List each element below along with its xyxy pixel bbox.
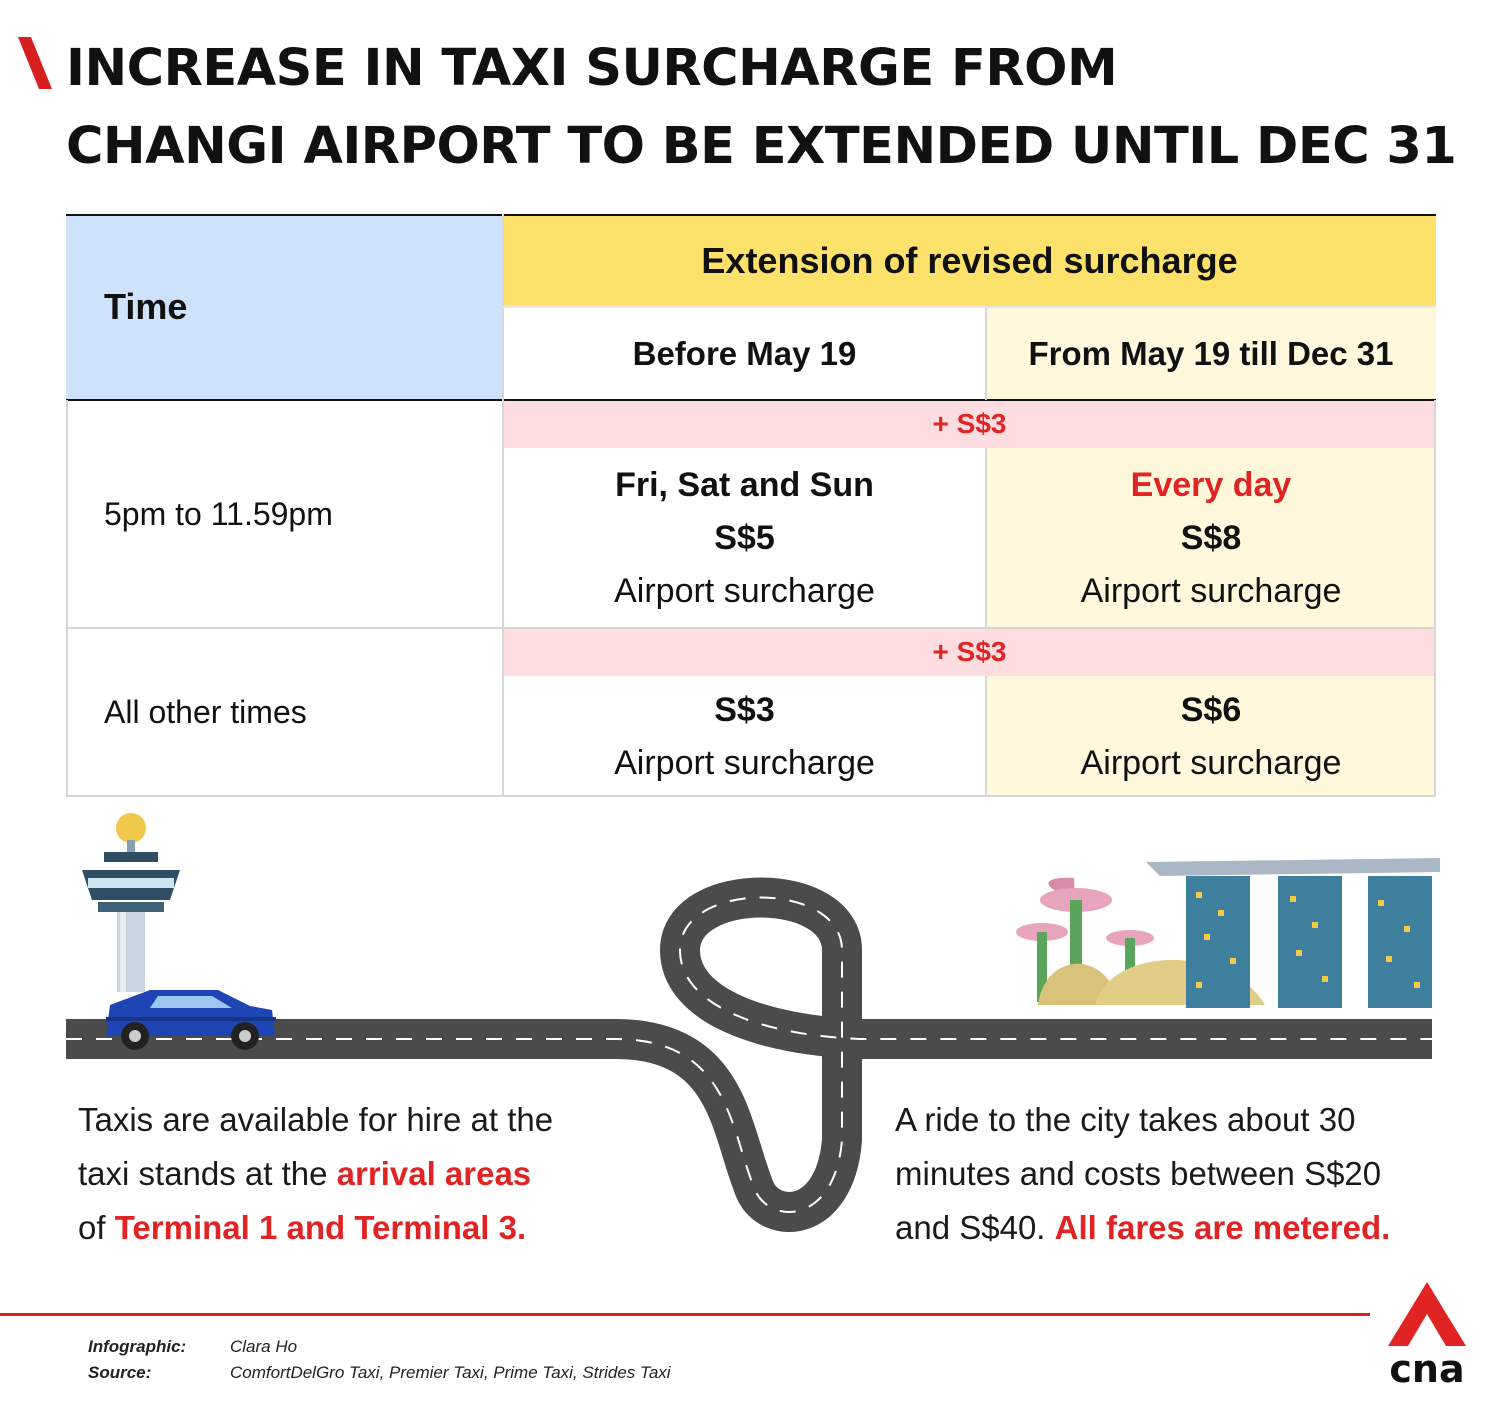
- page-title: INCREASE IN TAXI SURCHARGE FROM CHANGI A…: [66, 30, 1486, 186]
- right-line-2: minutes and costs between S$20: [895, 1155, 1382, 1192]
- right-line-3b: All fares are metered.: [1054, 1209, 1391, 1246]
- footer-rule: [0, 1313, 1370, 1316]
- group-header-underline: [503, 306, 1436, 308]
- row-2-time: All other times: [104, 694, 307, 730]
- left-line-2a: taxi stands at the: [78, 1155, 337, 1192]
- left-line-3b: Terminal 1 and Terminal 3.: [114, 1209, 527, 1246]
- source-value: ComfortDelGro Taxi, Premier Taxi, Prime …: [230, 1363, 671, 1382]
- right-line-3a: and S$40.: [895, 1209, 1055, 1246]
- before-after-divider-row-1: [985, 448, 987, 628]
- row-2-after-label: Airport surcharge: [1080, 743, 1342, 782]
- road-illustration: [66, 813, 1440, 1232]
- row-1-time-cell: 5pm to 11.59pm: [66, 400, 503, 628]
- row-divider: [66, 627, 1436, 629]
- row-2-before-amount: S$3: [714, 690, 775, 729]
- row-2-increase: + S$3: [932, 636, 1007, 667]
- row-1-increase-cell: + S$3: [503, 400, 1436, 448]
- row-2-after-cell: S$6 Airport surcharge: [986, 676, 1436, 797]
- row-1-time: 5pm to 11.59pm: [104, 495, 333, 532]
- source-label: Source:: [88, 1363, 152, 1382]
- row-1-before-label: Airport surcharge: [614, 571, 875, 610]
- marina-bay-sands-icon: [1146, 858, 1440, 1008]
- title-line-1: INCREASE IN TAXI SURCHARGE FROM: [66, 39, 1118, 98]
- row-1-after-days: Every day: [1130, 465, 1292, 504]
- title-line-2: CHANGI AIRPORT TO BE EXTENDED UNTIL DEC …: [66, 117, 1457, 176]
- after-header-cell: From May 19 till Dec 31: [986, 307, 1436, 400]
- table-left-border: [66, 400, 68, 797]
- row-1-before-amount: S$5: [714, 518, 775, 557]
- header-bottom-rule: [66, 399, 1436, 401]
- before-after-divider-top: [985, 307, 987, 400]
- left-line-2b: arrival areas: [336, 1155, 532, 1192]
- row-1-after-cell: Every day S$8 Airport surcharge: [986, 448, 1436, 628]
- row-2-time-cell: All other times: [66, 628, 503, 797]
- right-line-1: A ride to the city takes about 30: [895, 1101, 1356, 1138]
- time-header-cell: Time: [66, 214, 503, 400]
- cna-logo: cna: [1388, 1282, 1466, 1387]
- row-2-before-label: Airport surcharge: [614, 743, 875, 782]
- row-1-before-cell: Fri, Sat and Sun S$5 Airport surcharge: [503, 448, 986, 628]
- row-1-before-days: Fri, Sat and Sun: [615, 465, 874, 504]
- group-header: Extension of revised surcharge: [701, 239, 1238, 281]
- cna-logo-text: cna: [1389, 1347, 1464, 1387]
- before-header-cell: Before May 19: [503, 307, 986, 400]
- before-after-divider-row-2: [985, 676, 987, 797]
- row-2-increase-cell: + S$3: [503, 628, 1436, 676]
- time-header: Time: [104, 286, 188, 327]
- row-1-after-label: Airport surcharge: [1080, 571, 1342, 610]
- before-header: Before May 19: [632, 334, 857, 372]
- after-header: From May 19 till Dec 31: [1028, 334, 1394, 372]
- surcharge-table: Time Extension of revised surcharge Befo…: [66, 214, 1436, 797]
- table-bottom-rule: [66, 795, 1436, 797]
- taxi-icon: [106, 990, 276, 1050]
- table-right-border: [1434, 400, 1436, 797]
- title-accent-mark: [18, 37, 52, 89]
- time-column-divider: [502, 214, 504, 797]
- row-2-after-amount: S$6: [1180, 690, 1242, 729]
- table-top-rule: [66, 214, 1436, 216]
- road: [66, 877, 1432, 1232]
- left-line-1: Taxis are available for hire at the: [78, 1101, 554, 1138]
- left-paragraph: Taxis are available for hire at the taxi…: [78, 1093, 678, 1255]
- row-1-increase: + S$3: [932, 408, 1007, 439]
- left-line-3a: of: [78, 1209, 115, 1246]
- row-2-before-cell: S$3 Airport surcharge: [503, 676, 986, 797]
- row-1-after-amount: S$8: [1180, 518, 1242, 557]
- control-tower-icon: [82, 813, 180, 992]
- right-paragraph: A ride to the city takes about 30 minute…: [895, 1093, 1485, 1255]
- infographic-label: Infographic:: [88, 1337, 187, 1356]
- group-header-cell: Extension of revised surcharge: [503, 214, 1436, 307]
- infographic-value: Clara Ho: [230, 1337, 298, 1356]
- cna-logo-mark: [1388, 1282, 1466, 1346]
